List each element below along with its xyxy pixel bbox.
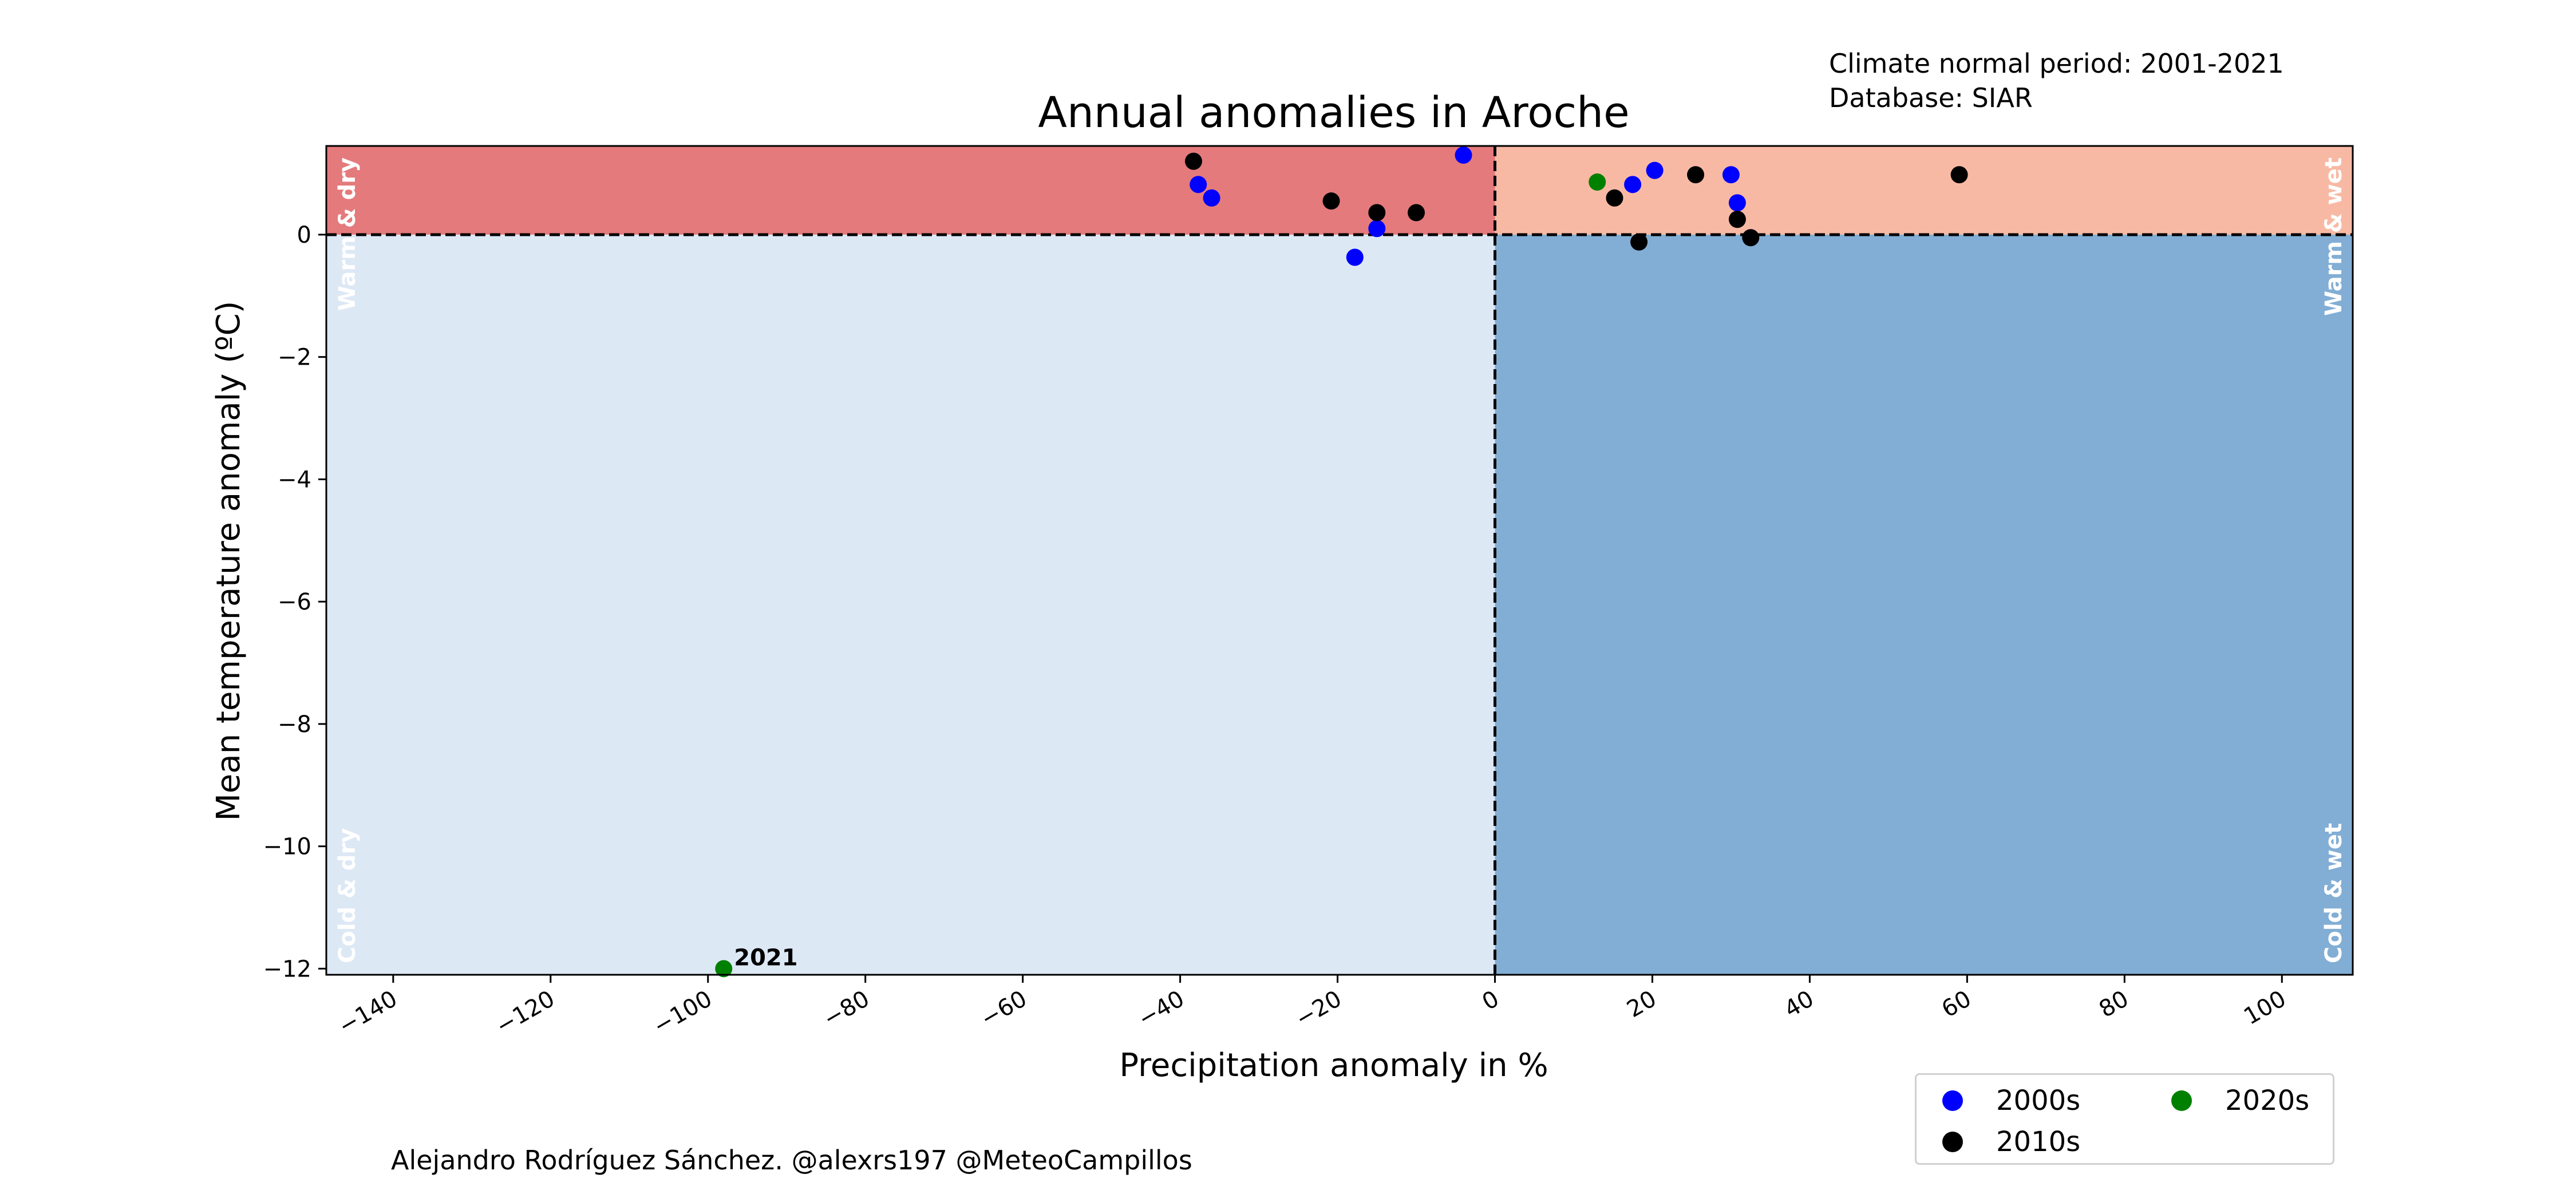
quadrant-warm-wet [1495,146,2353,235]
x-tick-label: 0 [1477,986,1503,1016]
x-axis-label: Precipitation anomaly in % [1119,1047,1548,1084]
point-2020s-0 [1589,173,1606,191]
annotation-0: 2021 [734,944,797,971]
point-2020s-1 [715,960,733,978]
legend-item-2010s: 2010s [1942,1125,2080,1159]
legend: 2000s 2010s 2020s [1915,1073,2334,1165]
x-tick-label: −100 [649,986,717,1040]
point-2000s-5 [1624,176,1642,193]
point-2010s-0 [1184,152,1202,170]
zero-reference-lines [326,146,2353,975]
y-tick-label: −8 [278,711,311,738]
y-tick-label: 0 [297,222,311,248]
point-2000s-8 [1728,194,1746,212]
point-2000s-0 [1190,176,1207,193]
legend-label: 2000s [1996,1085,2081,1117]
point-2010s-5 [1630,233,1648,251]
x-tick-label: 80 [2095,986,2133,1023]
y-tick-label: −6 [278,589,311,615]
x-tick-label: 40 [1780,986,1818,1023]
x-tick-label: −140 [334,986,402,1040]
x-tick-label: −20 [1291,986,1346,1033]
point-2000s-2 [1346,248,1364,266]
x-tick-label: −40 [1134,986,1189,1033]
quadrant-cold-wet [1495,234,2353,975]
quadrant-cold-dry [326,234,1495,975]
database-note: Database: SIAR [1829,82,2033,113]
quadrant-label-cold-dry: Cold & dry [334,828,361,963]
y-tick-label: −4 [278,466,311,493]
point-2010s-9 [1950,166,1968,184]
legend-marker-2020s [2171,1090,2192,1111]
point-2000s-1 [1203,189,1220,207]
chart-title: Annual anomalies in Aroche [1038,88,1629,137]
x-tick-label: 100 [2239,986,2290,1030]
point-2000s-6 [1646,161,1664,179]
point-2010s-7 [1728,211,1746,228]
annotations: 2021 [734,944,797,971]
data-points [715,147,1968,978]
quadrant-label-warm-wet: Warm & wet [2321,157,2347,316]
x-ticks: −140 −120 −100 −80 −60 −40 −20 0 20 40 60 80 100 [334,975,2290,1040]
point-2010s-2 [1368,204,1386,222]
point-2010s-6 [1687,166,1705,184]
y-tick-label: −10 [263,834,311,860]
x-tick-label: −80 [819,986,874,1033]
author-credit: Alejandro Rodríguez Sánchez. @alexrs197 … [391,1145,1192,1176]
x-tick-label: 60 [1937,986,1976,1023]
climate-normal-period-note: Climate normal period: 2001-2021 [1829,48,2284,79]
point-2010s-4 [1606,189,1623,207]
legend-marker-2000s [1942,1090,1963,1111]
point-2010s-1 [1322,192,1340,210]
point-2010s-3 [1408,204,1425,222]
point-2000s-4 [1455,147,1472,164]
x-tick-label: −60 [977,986,1032,1033]
quadrant-label-warm-dry: Warm & dry [334,157,361,311]
point-2000s-3 [1368,220,1386,238]
point-2010s-8 [1742,229,1760,247]
quadrant-backgrounds [326,146,2353,975]
x-tick-label: −120 [492,986,559,1040]
quadrant-labels: Warm & dry Warm & wet Cold & dry Cold & wet [334,157,2347,963]
point-2000s-7 [1722,166,1740,184]
quadrant-warm-dry [326,146,1495,235]
y-tick-label: −12 [263,956,311,982]
legend-marker-2010s [1942,1132,1963,1152]
x-tick-label: 20 [1622,986,1661,1023]
y-axis-label: Mean temperature anomaly (ºC) [210,301,247,821]
plot-frame [325,145,2354,976]
legend-label: 2010s [1996,1126,2081,1158]
legend-item-2020s: 2020s [2171,1084,2309,1118]
y-ticks: 0 −2 −4 −6 −8 −10 −12 [263,222,326,982]
axes-frame [325,145,2354,976]
legend-label: 2020s [2225,1085,2310,1117]
quadrant-label-cold-wet: Cold & wet [2321,823,2347,963]
legend-item-2000s: 2000s [1942,1084,2080,1118]
y-tick-label: −2 [278,345,311,371]
